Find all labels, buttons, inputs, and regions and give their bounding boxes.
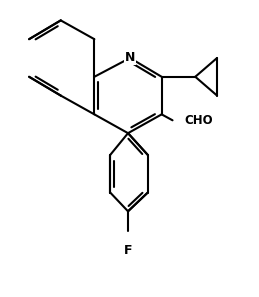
Text: F: F <box>124 244 132 257</box>
Text: CHO: CHO <box>184 114 213 127</box>
Text: N: N <box>125 51 135 64</box>
